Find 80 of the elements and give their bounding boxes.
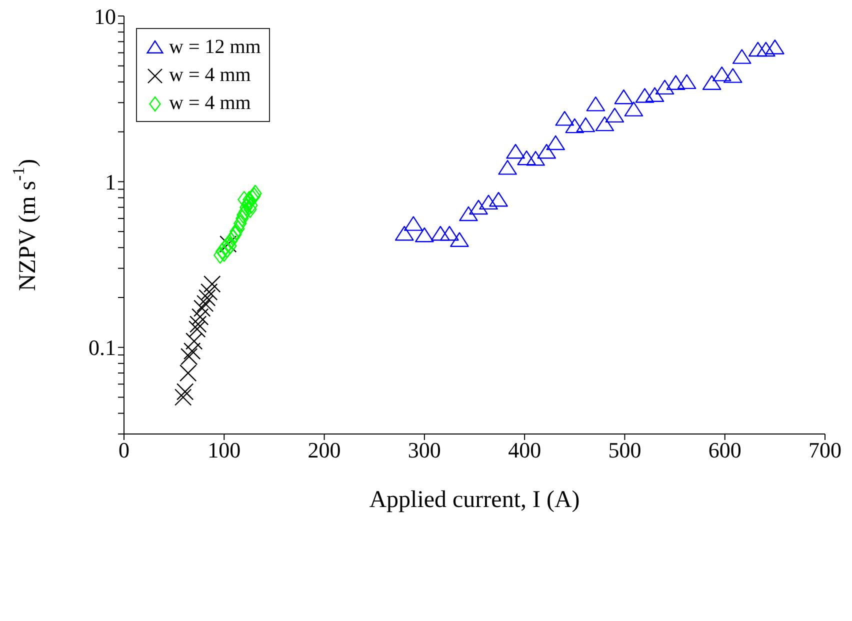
point [186,332,203,350]
legend-label: w = 4 mm [169,63,251,88]
point [459,206,478,222]
point [517,150,536,166]
point [666,75,686,90]
x-tick-label: 100 [208,438,241,463]
point [677,74,696,90]
point [242,194,255,212]
point [198,289,216,306]
point [565,118,584,134]
x-tick-label: 0 [118,438,130,463]
point [766,40,784,54]
point [605,108,624,123]
point [712,66,732,82]
point [180,348,198,366]
point [176,383,194,400]
x-tick-label: 600 [708,438,742,463]
point [479,194,498,210]
point [230,222,243,240]
point [450,232,469,247]
x-tick-label: 300 [408,438,441,463]
point [248,184,262,202]
point [196,294,214,312]
x-tick-label: 700 [808,438,842,463]
point [404,216,423,231]
point [179,364,197,382]
point [576,117,596,132]
legend-label: w = 4 mm [169,91,251,116]
point [240,198,253,216]
point [395,226,414,241]
point [200,283,218,301]
point [204,275,221,293]
point [188,320,206,338]
point [732,49,752,64]
point [190,316,207,333]
point [555,110,574,126]
point [242,190,256,208]
point [723,68,742,83]
point [537,144,556,159]
point [614,89,634,104]
x-tick-label: 500 [608,438,642,463]
y-tick-label: 10 [94,4,116,29]
point [236,206,250,224]
point [645,87,664,102]
point [415,227,434,242]
point [489,192,508,207]
point [214,246,227,264]
point [469,200,488,215]
point [546,135,566,150]
point [440,226,459,241]
point [238,190,251,208]
point [192,308,209,326]
x-axis-title: Applied current, I (A) [369,487,580,513]
point [244,196,258,214]
point [174,388,192,406]
point [748,42,768,57]
legend-label: w = 12 mm [169,35,261,60]
point [244,200,257,218]
point [236,210,249,228]
x-tick-label: 200 [308,438,341,463]
point [183,342,201,360]
x-tick-label: 400 [508,438,542,463]
y-tick-label: 1 [105,169,116,194]
point [595,116,614,132]
point [234,214,247,232]
point [624,102,644,116]
point [238,202,252,220]
point [756,42,776,57]
point [498,160,517,175]
point [586,96,606,112]
point [526,150,545,166]
point [702,75,722,90]
point [506,144,525,159]
point [635,88,654,103]
point [228,226,242,244]
point [431,226,450,241]
point [194,300,211,317]
point [655,80,674,95]
y-tick-label: 0.1 [88,335,116,360]
point [232,220,245,238]
